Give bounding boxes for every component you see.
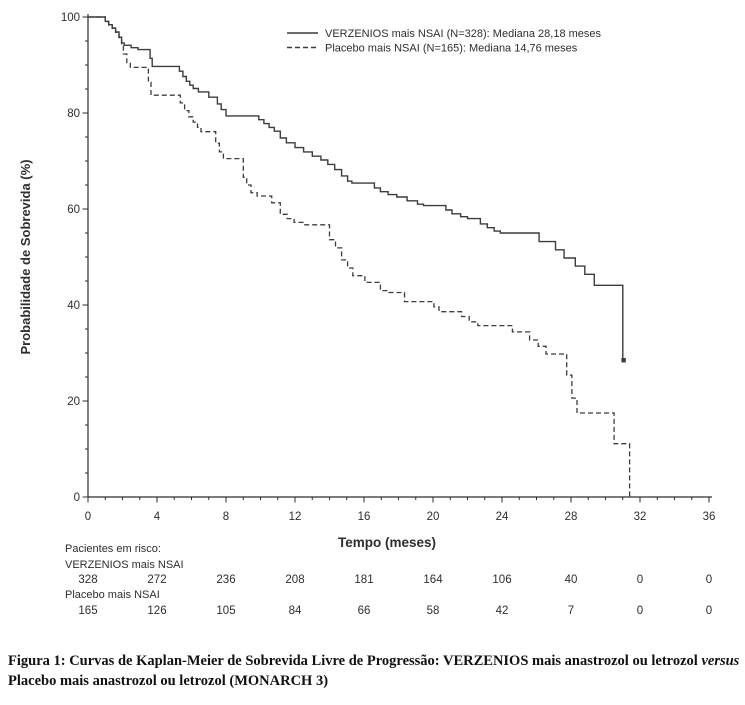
at-risk-value: 236 bbox=[216, 574, 235, 586]
at-risk-value: 105 bbox=[216, 605, 235, 617]
y-tick-label: 0 bbox=[74, 492, 80, 504]
caption-text-part1: Figura 1: Curvas de Kaplan-Meier de Sobr… bbox=[8, 653, 702, 669]
at-risk-value: 272 bbox=[147, 574, 166, 586]
kaplan-meier-chart: 0 4 8 12 16 20 24 28 32 36 0 20 40 60 80 100 Tempo (mese… bbox=[18, 12, 715, 617]
x-tick-label: 20 bbox=[427, 511, 440, 523]
curve-end-marker bbox=[621, 358, 626, 363]
at-risk-value: 84 bbox=[289, 605, 302, 617]
x-axis-title: Tempo (meses) bbox=[338, 535, 436, 550]
x-tick-label: 4 bbox=[154, 511, 161, 523]
at-risk-value: 7 bbox=[568, 605, 574, 617]
at-risk-row-label: VERZENIOS mais NSAI bbox=[65, 559, 184, 571]
legend-entry-label: VERZENIOS mais NSAI (N=328): Mediana 28,… bbox=[325, 28, 602, 40]
x-tick-label: 16 bbox=[358, 511, 371, 523]
legend: VERZENIOS mais NSAI (N=328): Mediana 28,… bbox=[287, 28, 602, 55]
at-risk-value: 58 bbox=[427, 605, 440, 617]
at-risk-value: 0 bbox=[706, 605, 712, 617]
at-risk-value: 164 bbox=[423, 574, 443, 586]
at-risk-header: Pacientes em risco: bbox=[65, 543, 161, 555]
y-tick-label: 80 bbox=[67, 108, 80, 120]
x-tick-label: 32 bbox=[634, 511, 647, 523]
at-risk-value: 126 bbox=[147, 605, 166, 617]
caption-text-part2: Placebo mais anastrozol ou letrozol (MON… bbox=[8, 673, 329, 689]
y-axis-title: Probabilidade de Sobrevida (%) bbox=[18, 159, 33, 354]
figure-caption: Figura 1: Curvas de Kaplan-Meier de Sobr… bbox=[8, 651, 740, 691]
at-risk-value: 165 bbox=[78, 605, 97, 617]
at-risk-table: Pacientes em risco: VERZENIOS mais NSAI 32… bbox=[65, 543, 712, 617]
y-tick-label: 20 bbox=[67, 396, 80, 408]
caption-text-versus: versus bbox=[701, 653, 740, 669]
x-tick-label: 8 bbox=[223, 511, 229, 523]
x-tick-label: 36 bbox=[703, 511, 716, 523]
x-tick-label: 0 bbox=[85, 511, 91, 523]
x-tick-label: 12 bbox=[289, 511, 302, 523]
x-tick-label: 28 bbox=[565, 511, 578, 523]
at-risk-value: 40 bbox=[565, 574, 578, 586]
legend-entry-label: Placebo mais NSAI (N=165): Mediana 14,76… bbox=[325, 43, 578, 55]
at-risk-value: 208 bbox=[285, 574, 304, 586]
at-risk-value: 66 bbox=[358, 605, 371, 617]
y-tick-label: 60 bbox=[67, 204, 80, 216]
x-tick-label: 24 bbox=[496, 511, 509, 523]
at-risk-value: 42 bbox=[496, 605, 509, 617]
at-risk-value: 0 bbox=[637, 574, 643, 586]
at-risk-value: 0 bbox=[706, 574, 712, 586]
curves-layer bbox=[88, 16, 632, 497]
km-curve-placebo bbox=[88, 16, 632, 497]
y-tick-label: 100 bbox=[61, 12, 80, 24]
at-risk-value: 328 bbox=[78, 574, 97, 586]
at-risk-row-label: Placebo mais NSAI bbox=[65, 589, 160, 601]
at-risk-value: 106 bbox=[492, 574, 511, 586]
at-risk-value: 0 bbox=[637, 605, 643, 617]
km-curve-verzenios bbox=[88, 16, 626, 361]
axes-layer: 0 4 8 12 16 20 24 28 32 36 0 20 40 60 80 100 Tempo (mese… bbox=[18, 12, 715, 550]
y-tick-label: 40 bbox=[67, 300, 80, 312]
at-risk-value: 181 bbox=[354, 574, 373, 586]
